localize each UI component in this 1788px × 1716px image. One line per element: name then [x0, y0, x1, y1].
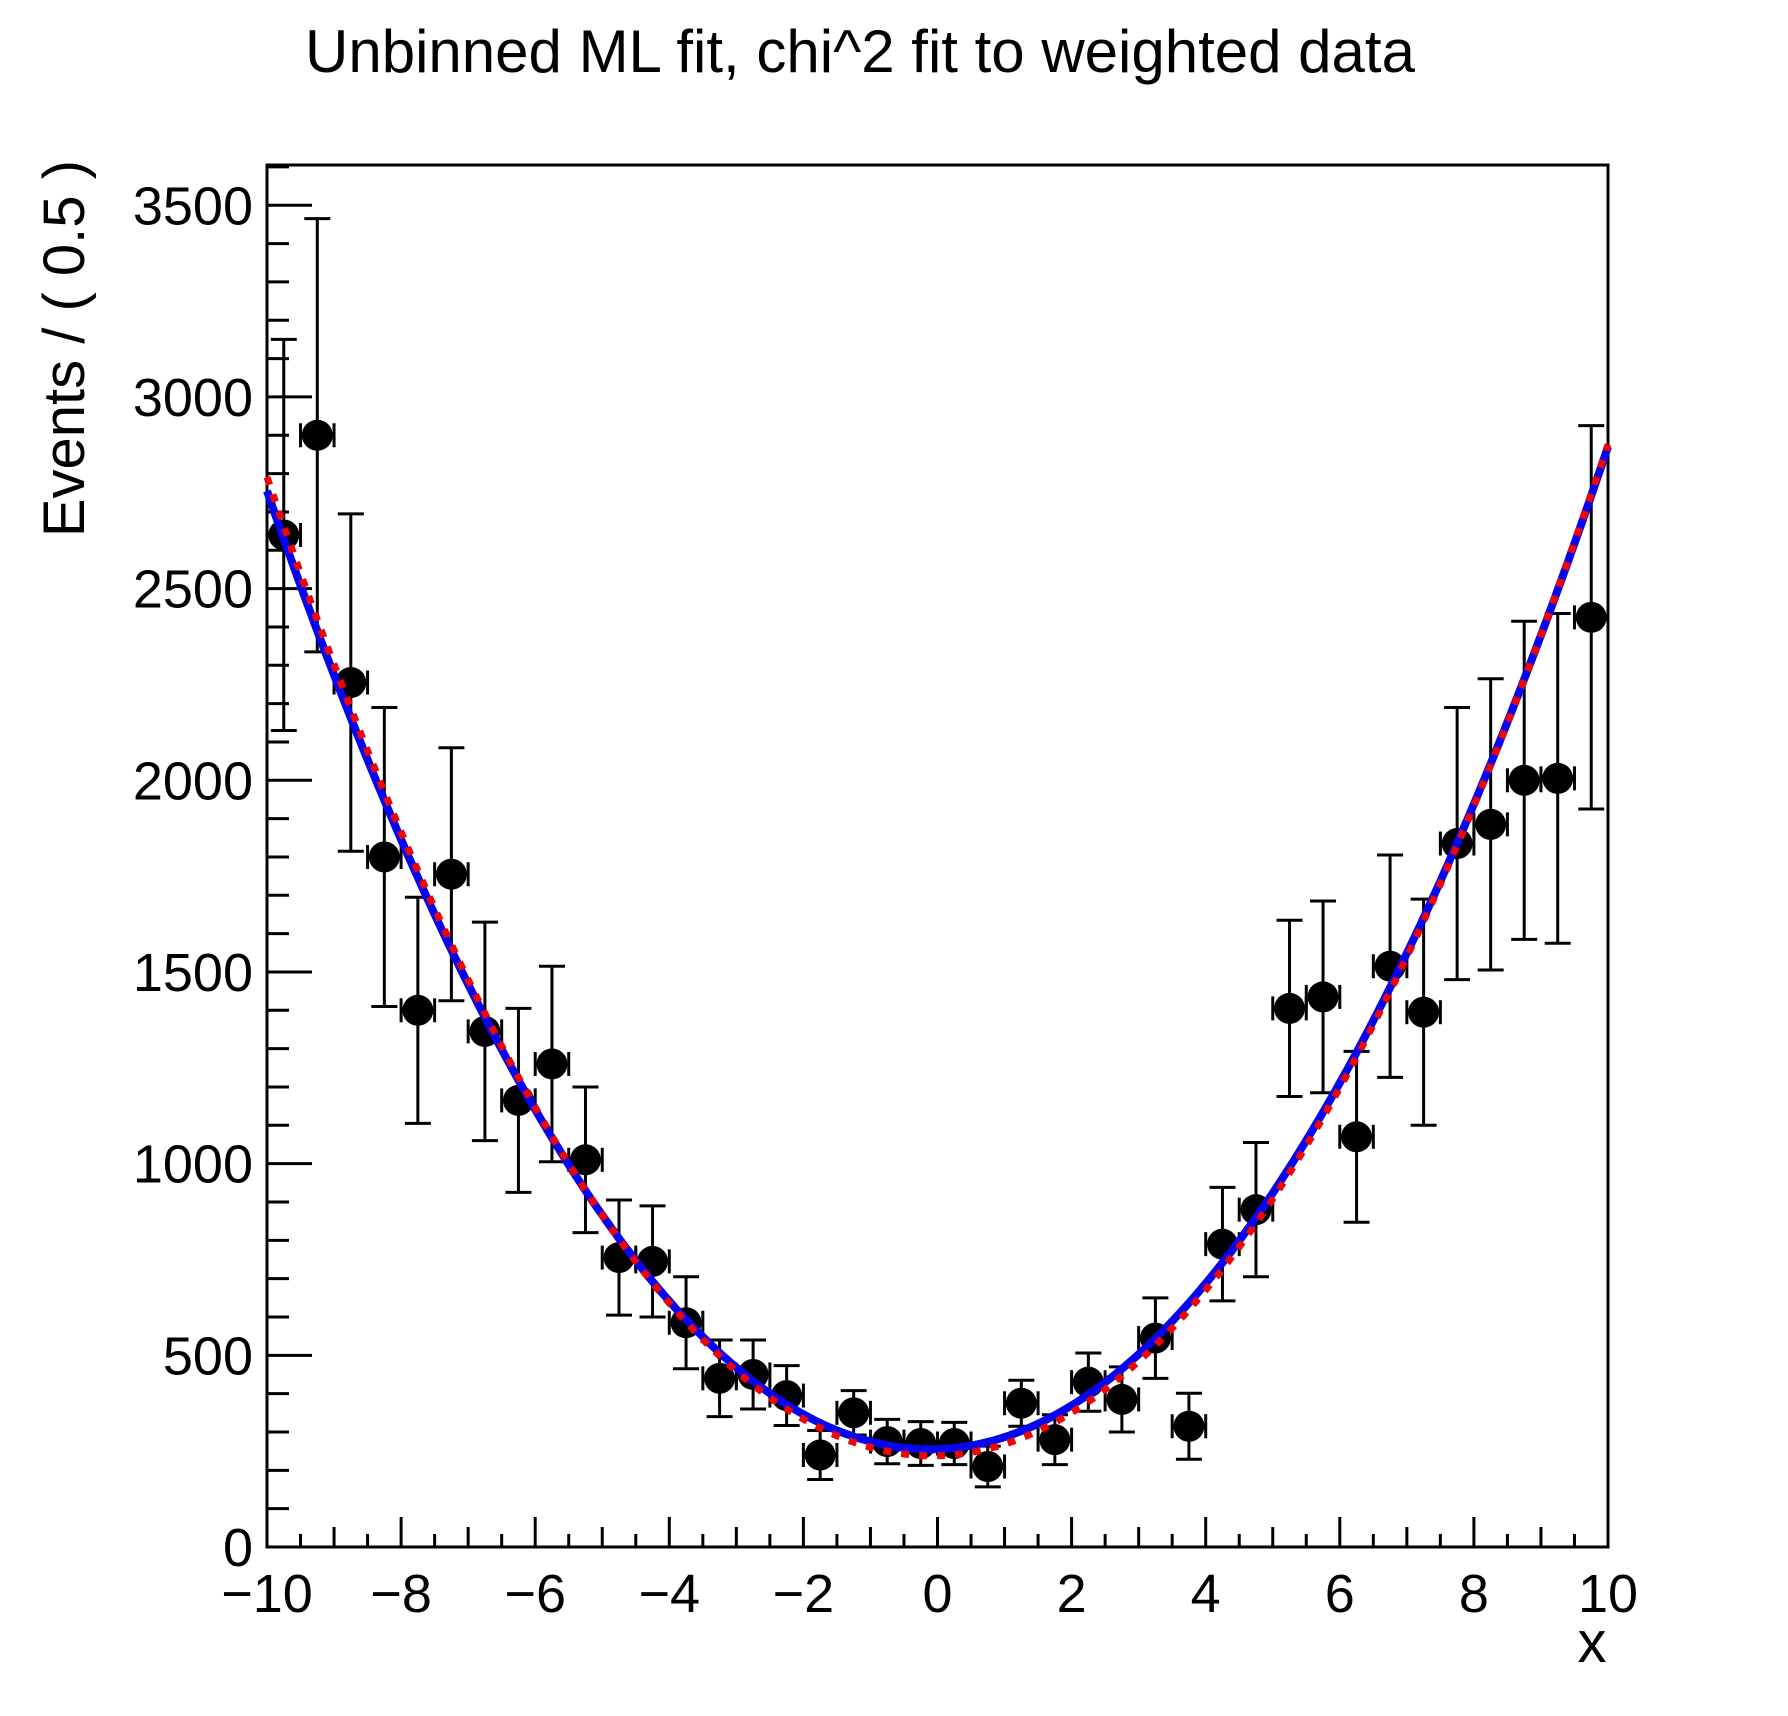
x-tick-label: 2 — [1057, 1564, 1087, 1624]
data-marker — [569, 1144, 601, 1176]
x-tick-label: −2 — [773, 1564, 835, 1624]
x-tick-label: 8 — [1459, 1564, 1489, 1624]
data-marker — [435, 858, 467, 890]
y-tick-label: 3000 — [133, 368, 253, 428]
data-point — [332, 512, 370, 853]
data-marker — [1106, 1383, 1138, 1415]
data-marker — [1005, 1387, 1037, 1419]
data-point — [1572, 424, 1610, 811]
chi2-fit-curve — [263, 443, 1612, 1460]
data-point — [1304, 899, 1342, 1095]
x-tick-label: 4 — [1191, 1564, 1221, 1624]
data-marker — [402, 994, 434, 1026]
data-marker — [838, 1397, 870, 1429]
data-marker — [1475, 808, 1507, 840]
y-tick-label: 2500 — [133, 560, 253, 620]
data-point — [1170, 1391, 1208, 1461]
data-marker — [301, 419, 333, 451]
data-marker — [704, 1362, 736, 1394]
data-point — [299, 217, 336, 654]
data-marker — [1408, 996, 1440, 1028]
y-tick-label: 2000 — [133, 751, 253, 811]
chart-title: Unbinned ML fit, chi^2 fit to weighted d… — [305, 18, 1416, 85]
data-marker — [1508, 764, 1540, 796]
data-marker — [1307, 981, 1339, 1013]
data-marker — [1173, 1410, 1205, 1442]
chart-layer: −10 −8 −6 −4 −2 0 2 4 6 8 10 0 500 1000 1500 2000 2500 30… — [133, 163, 1638, 1624]
data-point — [1237, 1141, 1275, 1279]
data-marker — [1542, 762, 1574, 794]
plot-frame — [265, 163, 1610, 1549]
y-tick-label: 1500 — [133, 943, 253, 1003]
y-axis-title: Events / ( 0.5 ) — [32, 160, 97, 537]
y-tick-label: 1000 — [133, 1135, 253, 1195]
x-tick-label: −6 — [504, 1564, 566, 1624]
y-tick-label: 3500 — [133, 176, 253, 236]
data-marker — [536, 1048, 568, 1080]
data-point — [1271, 918, 1308, 1099]
data-marker — [368, 841, 400, 873]
x-tick-label: −4 — [639, 1564, 701, 1624]
data-point — [1338, 1049, 1375, 1224]
unbinned-ml-fit-curve — [263, 445, 1612, 1454]
data-marker — [1575, 601, 1607, 633]
data-marker — [972, 1450, 1004, 1482]
data-point — [366, 705, 403, 1008]
data-marker — [1341, 1121, 1373, 1153]
data-point — [969, 1444, 1007, 1489]
y-tick-label: 0 — [223, 1518, 253, 1578]
x-tick-label: −10 — [221, 1564, 313, 1624]
x-tick-label: 6 — [1325, 1564, 1355, 1624]
data-point — [1405, 897, 1442, 1127]
x-tick-label: 0 — [922, 1564, 952, 1624]
y-tick-label: 500 — [163, 1326, 253, 1386]
data-point — [801, 1428, 839, 1482]
data-point — [533, 964, 571, 1164]
data-point — [1472, 677, 1509, 972]
data-marker — [1039, 1424, 1071, 1456]
data-point — [835, 1389, 872, 1437]
data-point — [399, 895, 437, 1125]
data-point — [1003, 1378, 1040, 1428]
x-tick-label: 10 — [1578, 1564, 1638, 1624]
x-tick-label: −8 — [370, 1564, 432, 1624]
data-marker — [804, 1439, 836, 1471]
data-point — [1539, 612, 1576, 945]
data-marker — [1274, 992, 1306, 1024]
x-axis-title: x — [1578, 1610, 1607, 1675]
